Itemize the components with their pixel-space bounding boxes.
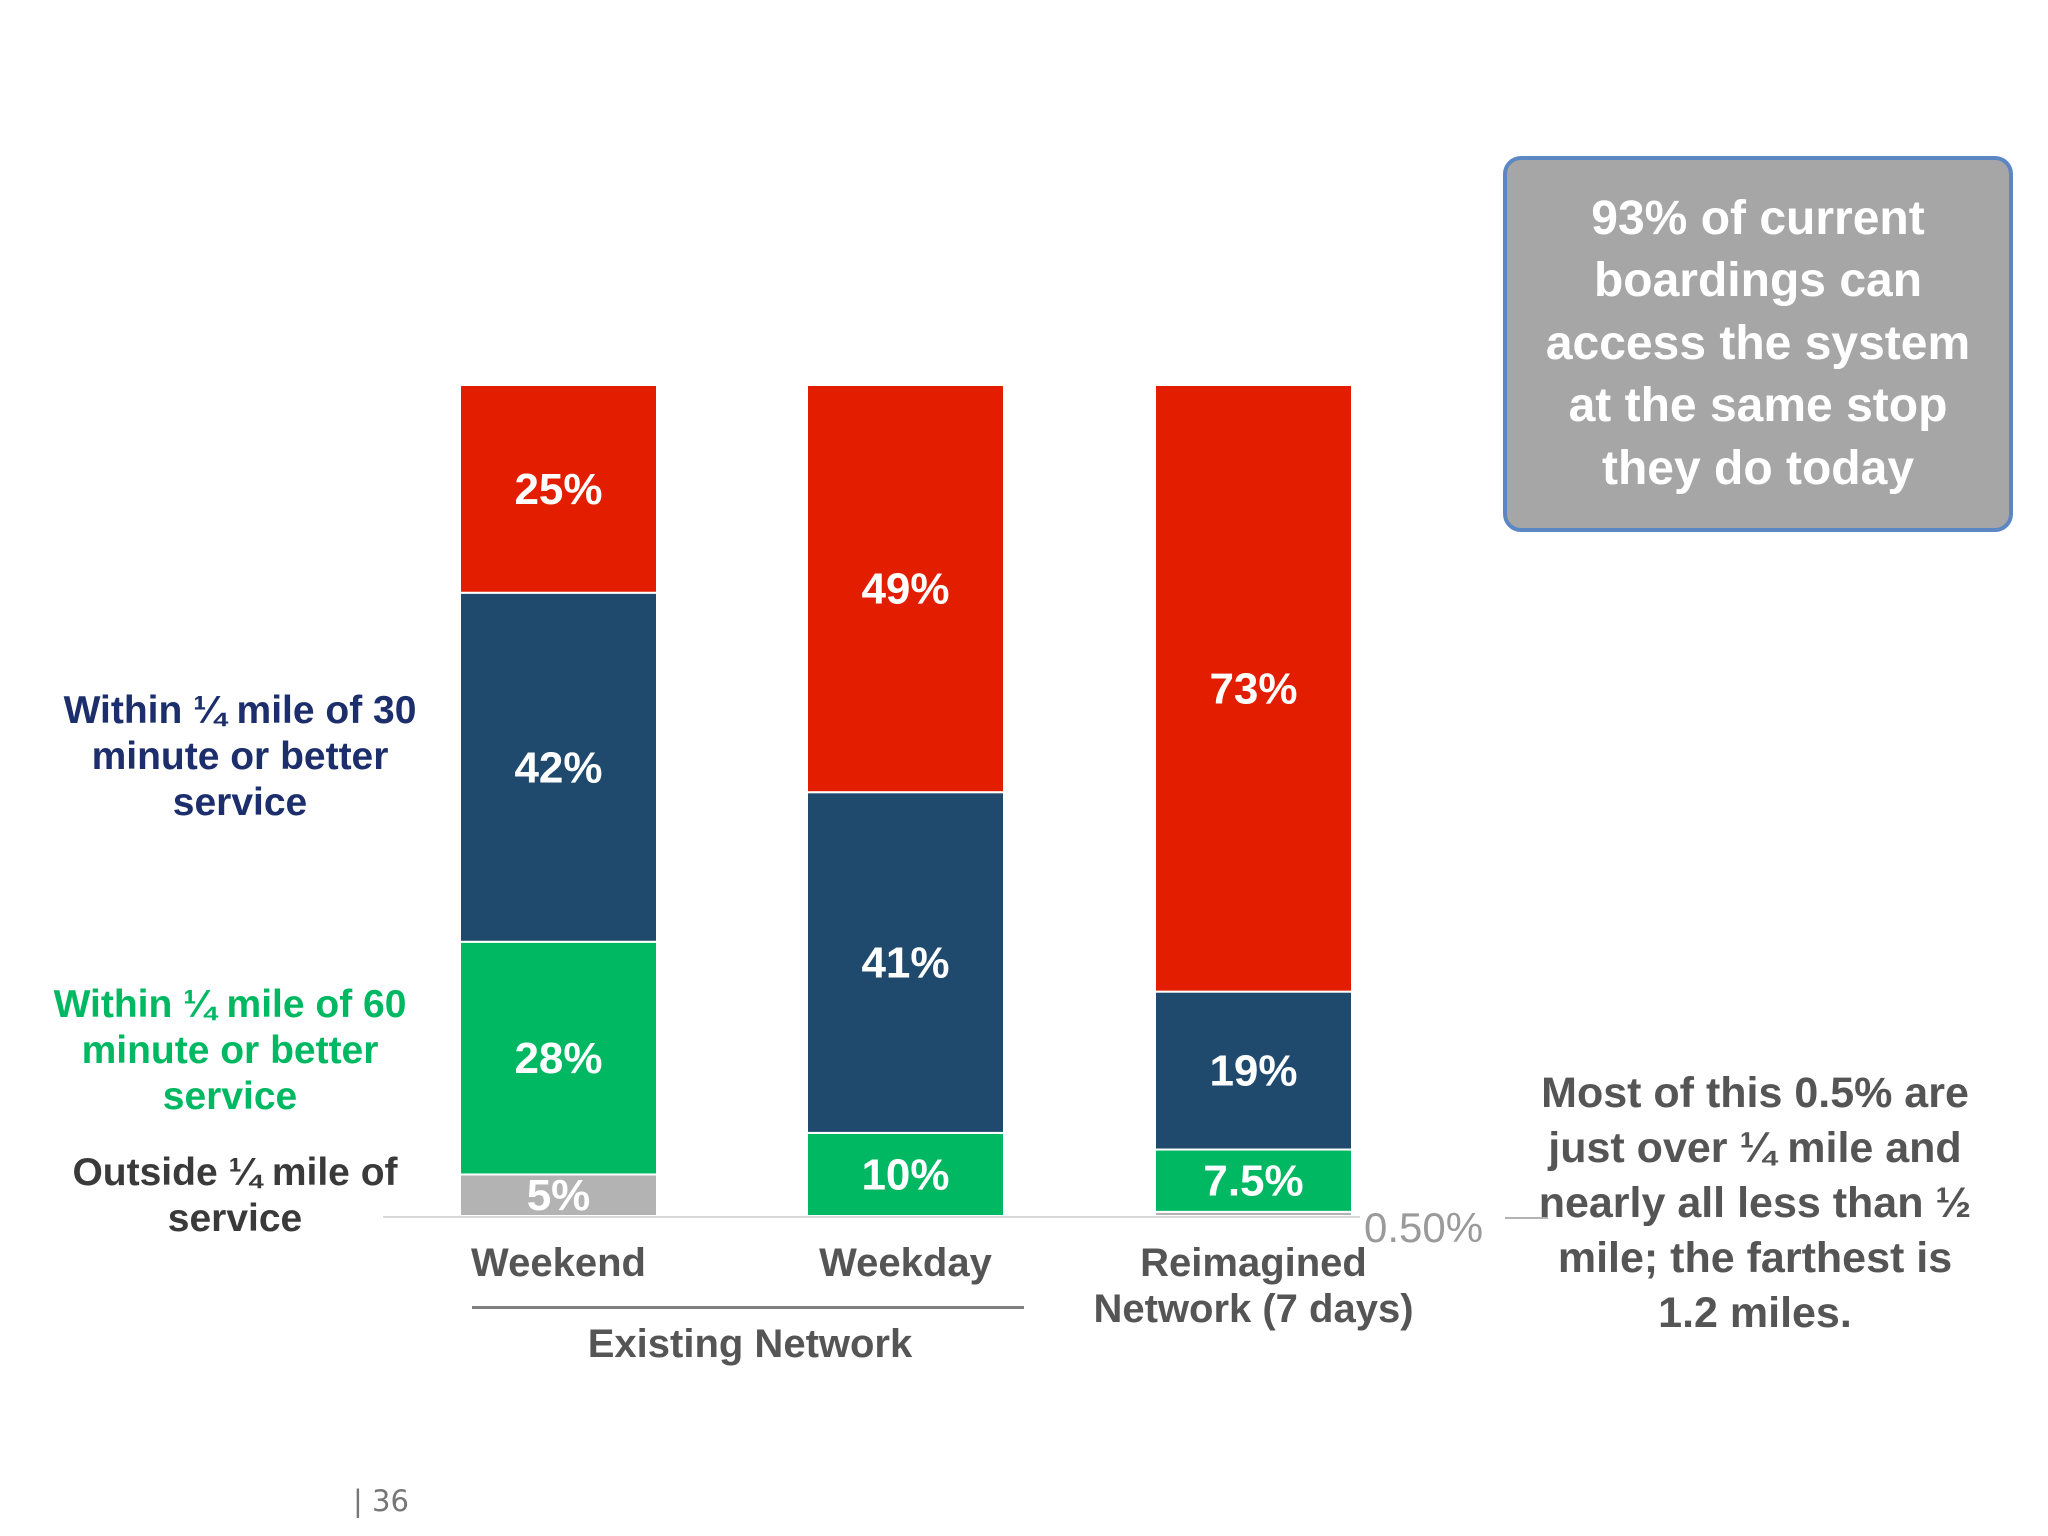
legend-label-60min: Within ¼ mile of 60 minute or better ser…	[53, 983, 407, 1119]
callout-box: 93% of current boardings can access the …	[1503, 156, 2013, 532]
callout-text: 93% of current boardings can access the …	[1545, 192, 1971, 495]
data-label-1-1: 10%	[861, 1150, 949, 1199]
legend-label-outside: Outside ¼ mile of service	[72, 1151, 398, 1241]
data-label-1-2: 7.5%	[1203, 1157, 1303, 1206]
bar-segment-3-1	[806, 384, 1005, 794]
page-number: | 36	[353, 1484, 409, 1518]
data-label-2-2: 19%	[1209, 1047, 1297, 1096]
bar-segment-3-2	[1154, 384, 1353, 993]
existing-network-bracket-line	[472, 1306, 1024, 1309]
bar-segment-1-2	[1154, 1148, 1353, 1213]
group-label-existing-network: Existing Network	[587, 1322, 913, 1366]
legend-label-30min: Within ¼ mile of 30 minute or better ser…	[63, 689, 417, 825]
category-label-1-0: Weekday	[819, 1241, 992, 1285]
data-label-1-0: 28%	[514, 1034, 602, 1083]
data-label-2-1: 41%	[861, 939, 949, 988]
category-label-2-1: Network (7 days)	[1093, 1287, 1413, 1331]
category-label-2-0: Reimagined	[1140, 1241, 1367, 1285]
category-label-0-0: Weekend	[471, 1241, 646, 1285]
bar-segment-2-0	[459, 591, 658, 943]
footnote-text: Most of this 0.5% are just over ¼ mile a…	[1538, 1069, 1972, 1338]
data-label-3-2: 73%	[1209, 664, 1297, 713]
data-label-3-1: 49%	[861, 565, 949, 614]
data-label-3-0: 25%	[514, 465, 602, 514]
bar-segment-3-0	[459, 384, 658, 594]
bar-segment-2-1	[806, 791, 1005, 1134]
data-label-2-0: 42%	[514, 743, 602, 792]
bar-segment-0-0	[459, 1173, 658, 1217]
bars-layer: 5% 28% 42% 25% 10% 41% 49% 0.50% 7.5% 19% 73%	[459, 384, 1548, 1251]
data-label-small-0-2: 0.50%	[1364, 1204, 1483, 1251]
data-label-0-0: 5%	[527, 1171, 591, 1220]
